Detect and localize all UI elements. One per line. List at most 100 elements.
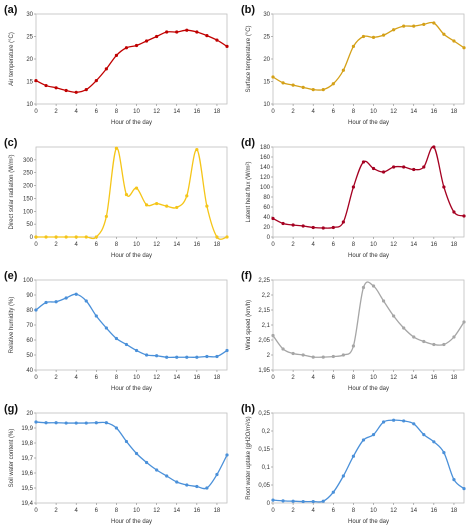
data-point	[54, 421, 58, 425]
x-tick-label: 2	[54, 375, 58, 381]
x-tick-label: 0	[34, 508, 38, 514]
data-point	[225, 235, 229, 239]
data-point	[301, 85, 305, 89]
data-point	[155, 34, 159, 39]
data-point	[442, 342, 446, 347]
y-tick-label: 200	[23, 184, 34, 190]
data-point	[321, 88, 325, 92]
data-point	[205, 354, 209, 359]
y-tick-label: 150	[23, 196, 34, 202]
plot-frame	[272, 279, 465, 371]
data-point	[114, 53, 119, 58]
series-line	[35, 147, 228, 240]
x-tick-label: 16	[430, 375, 437, 381]
x-axis-label: Hour of the day	[111, 386, 152, 392]
data-point	[412, 167, 416, 172]
y-tick-label: 300	[23, 158, 34, 164]
data-point	[144, 203, 149, 207]
data-point	[462, 320, 466, 324]
chart-panel: 10 15 20 25 30 0 2 4 6 8 10 12 14 16 18 Hour of the day…	[241, 4, 466, 126]
data-point	[331, 225, 335, 230]
data-point	[281, 347, 285, 351]
panel-label: (f)	[241, 270, 252, 282]
y-axis-label: Latent heat flux (W/m²)	[246, 161, 252, 222]
x-tick-label: 12	[153, 109, 160, 115]
data-point	[155, 354, 159, 358]
x-tick-label: 8	[352, 242, 356, 248]
data-point	[371, 284, 376, 288]
data-point	[402, 24, 406, 28]
panel-label: (h)	[241, 403, 255, 415]
series-line	[272, 21, 465, 91]
y-tick-label: 19,7	[21, 456, 33, 462]
data-point	[64, 296, 68, 300]
y-tick-label: 100	[23, 209, 34, 215]
x-tick-label: 6	[332, 508, 336, 514]
y-tick-label: 140	[260, 165, 271, 171]
data-point	[291, 499, 295, 503]
data-point	[104, 421, 108, 425]
data-point	[175, 30, 179, 34]
series-line	[272, 419, 465, 503]
data-point	[371, 433, 376, 437]
data-point	[351, 185, 356, 189]
chart-panel: 0 0,05 0,1 0,15 0,2 0,25 0 2 4 6 8 10 12 14 16 18 Hour o…	[241, 403, 466, 525]
x-tick-label: 6	[95, 508, 99, 514]
data-point	[402, 419, 406, 423]
data-point	[462, 46, 466, 50]
y-tick-label: 60	[263, 205, 270, 211]
plot-frame	[272, 412, 465, 504]
data-point	[84, 421, 88, 425]
data-point	[44, 83, 48, 88]
data-point	[34, 420, 38, 424]
data-point	[215, 38, 219, 42]
x-tick-label: 12	[390, 242, 397, 248]
y-tick-label: 2,2	[262, 293, 271, 299]
data-point	[215, 472, 219, 477]
data-point	[361, 34, 366, 39]
data-point	[371, 166, 376, 171]
data-point	[341, 68, 345, 72]
data-point	[402, 326, 406, 330]
x-tick-label: 14	[173, 109, 180, 115]
x-axis-label: Hour of the day	[111, 253, 152, 259]
y-tick-label: 160	[260, 155, 271, 161]
y-axis-label: Wind speed (km/h)	[246, 300, 252, 350]
y-tick-label: 15	[263, 80, 270, 86]
data-point	[361, 285, 366, 290]
x-tick-label: 10	[370, 508, 377, 514]
data-point	[124, 192, 129, 197]
y-tick-label: 0,2	[262, 429, 271, 435]
data-point	[301, 499, 305, 504]
y-tick-label: 10	[263, 102, 270, 108]
data-point	[271, 75, 275, 79]
y-tick-label: 20	[26, 57, 33, 63]
x-tick-label: 2	[54, 109, 58, 115]
data-point	[195, 355, 199, 359]
y-axis-label: Relative humidity (%)	[9, 297, 15, 354]
data-point	[84, 299, 88, 303]
x-tick-label: 14	[410, 109, 417, 115]
data-point	[144, 353, 149, 357]
data-point	[94, 79, 98, 83]
data-point	[44, 421, 48, 425]
data-point	[361, 438, 366, 442]
data-point	[225, 453, 229, 457]
x-axis-label: Hour of the day	[348, 120, 389, 126]
data-point	[311, 88, 315, 92]
y-tick-label: 1,95	[258, 368, 270, 374]
panel-label: (g)	[4, 403, 18, 415]
x-axis-label: Hour of the day	[111, 519, 152, 525]
x-axis-label: Hour of the day	[348, 253, 389, 259]
data-point	[165, 204, 169, 208]
series-line	[272, 146, 465, 229]
data-point	[165, 474, 169, 478]
x-tick-label: 4	[75, 242, 79, 248]
x-tick-label: 0	[271, 242, 275, 248]
data-point	[412, 335, 416, 339]
y-tick-label: 0,1	[262, 465, 271, 471]
y-tick-label: 100	[260, 185, 271, 191]
y-tick-label: 30	[26, 12, 33, 18]
x-tick-label: 12	[153, 375, 160, 381]
